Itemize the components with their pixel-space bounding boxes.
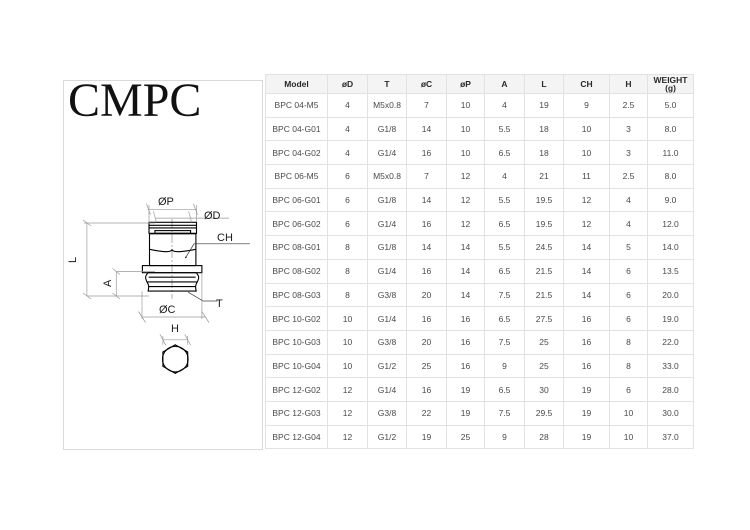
svg-text:ØP: ØP: [158, 196, 174, 208]
svg-text:L: L: [67, 257, 79, 263]
svg-text:H: H: [171, 323, 179, 335]
svg-text:T: T: [216, 298, 223, 310]
svg-text:A: A: [102, 279, 114, 287]
svg-text:ØC: ØC: [159, 304, 176, 316]
svg-text:ØD: ØD: [204, 210, 221, 222]
svg-text:CH: CH: [217, 232, 233, 244]
